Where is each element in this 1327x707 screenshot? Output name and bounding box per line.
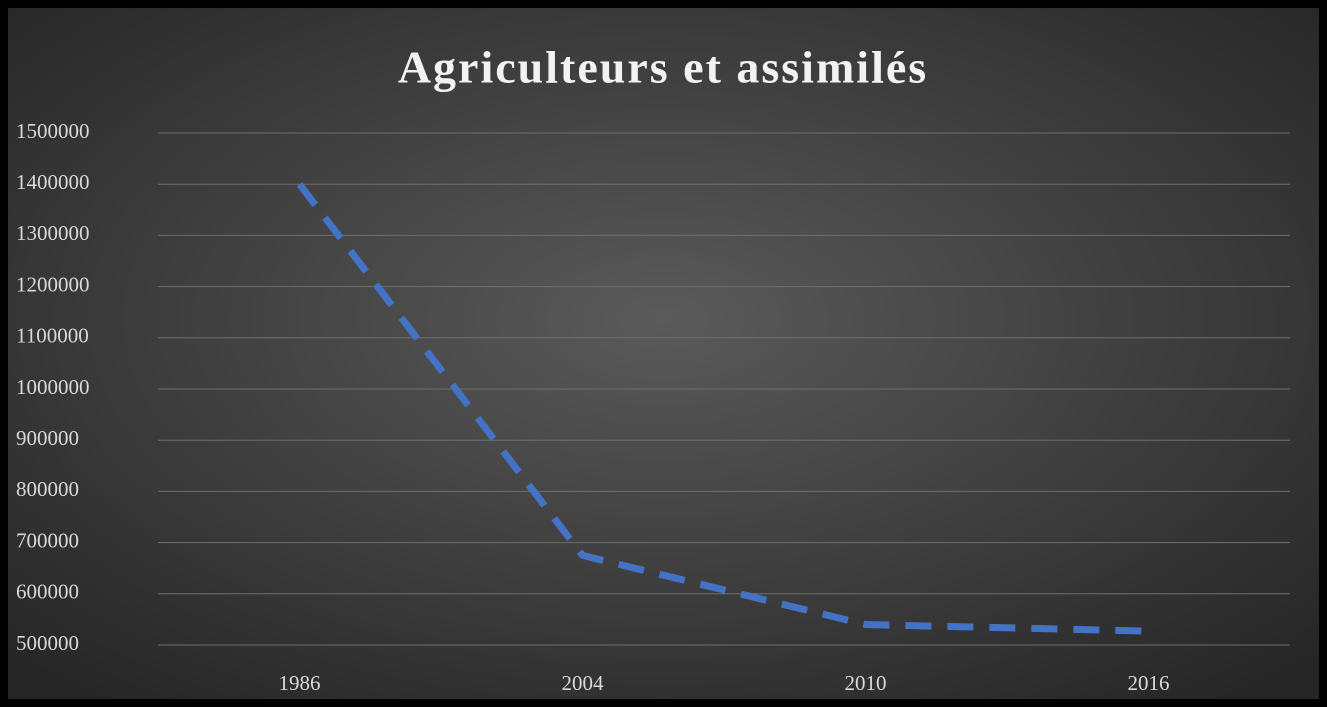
data-line [296, 182, 1149, 635]
y-tick-label: 1100000 [16, 324, 89, 348]
y-tick-label: 800000 [16, 477, 79, 501]
chart-background [8, 8, 1319, 699]
x-tick-label: 2016 [1128, 671, 1170, 695]
y-tick-label: 500000 [16, 631, 79, 655]
y-tick-label: 900000 [16, 426, 79, 450]
y-tick-label: 1000000 [16, 375, 90, 399]
x-tick-label: 2004 [562, 671, 605, 695]
y-tick-label: 1500000 [16, 119, 90, 143]
x-tick-label: 1986 [279, 671, 321, 695]
chart-title: Agriculteurs et assimilés [398, 42, 928, 93]
x-tick-label: 2010 [845, 671, 887, 695]
y-tick-label: 600000 [16, 580, 79, 604]
y-tick-label: 1200000 [16, 272, 90, 296]
y-tick-label: 1400000 [16, 170, 90, 194]
y-tick-label: 1300000 [16, 221, 90, 245]
y-tick-label: 700000 [16, 528, 79, 552]
